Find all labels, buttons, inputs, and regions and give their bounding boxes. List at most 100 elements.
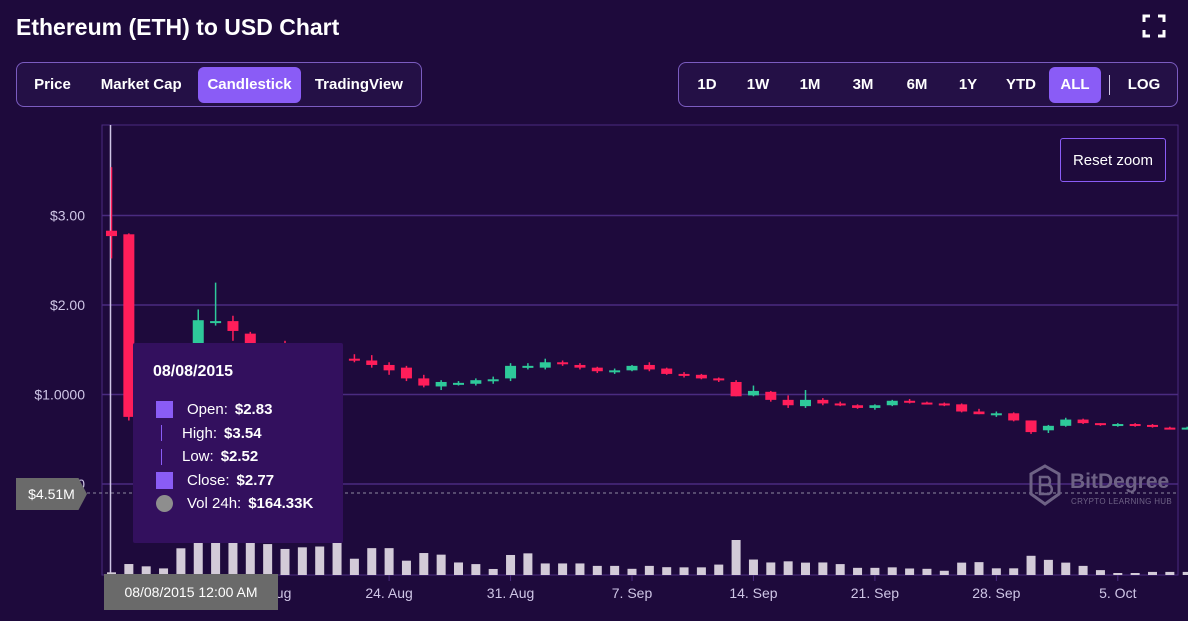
candle-body [695, 374, 707, 379]
close-marker-icon [156, 471, 173, 489]
volume-bar [280, 548, 290, 575]
tab-price[interactable]: Price [34, 76, 71, 93]
volume-bar [1061, 562, 1071, 575]
volume-bar [662, 567, 672, 575]
candle-body [990, 413, 1002, 416]
volume-bar [748, 559, 758, 575]
volume-bar [1165, 571, 1175, 575]
volume-bar [401, 560, 411, 575]
candle-body [383, 364, 395, 371]
tab-market-cap[interactable]: Market Cap [100, 76, 182, 93]
tab-candlestick[interactable]: Candlestick [198, 66, 301, 103]
range-6m[interactable]: 6M [906, 76, 928, 93]
volume-bar [905, 568, 915, 575]
volume-bar [939, 570, 949, 575]
volume-bar [193, 541, 203, 575]
candle-body [921, 402, 933, 405]
volume-bar [315, 546, 325, 575]
candle-body [973, 411, 985, 415]
crosshair-date-badge: 08/08/2015 12:00 AM [104, 574, 278, 610]
candle-body [747, 390, 759, 396]
volume-bar [696, 567, 706, 575]
range-ytd[interactable]: YTD [1006, 76, 1036, 93]
candle-body [886, 400, 898, 406]
volume-bar [1078, 565, 1088, 575]
tooltip-open-value: $2.83 [234, 401, 273, 419]
crosshair-value-badge: $4.51M [16, 478, 87, 510]
x-tick-label: 14. Sep [729, 585, 777, 601]
candle-body [834, 403, 846, 406]
volume-bar [540, 563, 550, 575]
volume-bar [419, 553, 429, 575]
candle-body [1025, 420, 1037, 433]
candle-body [765, 391, 777, 400]
candle-body [210, 321, 222, 324]
candle-body [782, 399, 794, 406]
volume-bar [922, 568, 932, 575]
fullscreen-icon[interactable] [1142, 14, 1166, 38]
candle-body [904, 400, 916, 403]
candle-body [678, 373, 690, 376]
range-all[interactable]: ALL [1049, 66, 1101, 103]
candle-body [626, 365, 638, 371]
log-toggle[interactable]: LOG [1127, 76, 1161, 93]
candle-body [817, 399, 829, 404]
range-3m[interactable]: 3M [852, 76, 874, 93]
volume-bar [488, 568, 498, 575]
volume-bar [957, 562, 967, 575]
plot-area [101, 124, 1179, 576]
volume-bar [853, 567, 863, 575]
volume-bar [471, 564, 481, 575]
volume-bar [506, 554, 516, 575]
tooltip-high-label: High: [182, 424, 218, 442]
volume-bar [1095, 570, 1105, 575]
candle-body [505, 365, 517, 379]
range-1w[interactable]: 1W [746, 76, 770, 93]
volume-bar [575, 563, 585, 575]
reset-zoom-button[interactable]: Reset zoom [1060, 138, 1166, 182]
volume-bar [245, 542, 255, 575]
candle-body [435, 381, 447, 387]
candle-body [1042, 425, 1054, 431]
candle-body [123, 234, 135, 417]
x-tick-label: 21. Sep [851, 585, 899, 601]
candle-body [400, 367, 412, 379]
tooltip-low-value: $2.52 [220, 448, 259, 466]
candle-body [348, 358, 360, 361]
tooltip-close-value: $2.77 [236, 471, 275, 489]
ohlc-tooltip: 08/08/2015 Open: $2.83 High: $3.54 Low: $2.… [133, 343, 343, 543]
volume-bar [714, 564, 724, 575]
candle-body [800, 399, 811, 407]
volume-bar [1113, 573, 1123, 575]
candle-body [522, 365, 534, 368]
range-1y[interactable]: 1Y [958, 76, 978, 93]
candle-body [1060, 419, 1072, 426]
candle-body [244, 333, 256, 346]
low-marker-icon [161, 448, 162, 465]
candle-body [609, 370, 621, 373]
tooltip-low-label: Low: [182, 448, 214, 466]
volume-bar [436, 554, 446, 575]
volume-bar [107, 572, 116, 575]
volume-bar [124, 564, 134, 575]
volume-bar [679, 567, 689, 575]
bitdegree-logo-icon [1029, 464, 1061, 506]
candle-body [956, 404, 968, 412]
volume-bar [176, 548, 186, 575]
tab-tradingview[interactable]: TradingView [314, 76, 403, 93]
tooltip-vol-label: Vol 24h: [187, 495, 242, 513]
tooltip-high-value: $3.54 [224, 424, 262, 442]
volume-bar [610, 565, 620, 575]
range-1m[interactable]: 1M [799, 76, 821, 93]
watermark-brand: BitDegree [1070, 470, 1170, 493]
volume-bar [870, 567, 880, 575]
range-1d[interactable]: 1D [697, 76, 717, 93]
watermark-tagline: CRYPTO LEARNING HUB [1071, 497, 1172, 506]
candle-body [938, 403, 950, 406]
volume-bar [766, 562, 776, 575]
candle-body [487, 379, 499, 382]
candle-body [574, 364, 586, 368]
tooltip-date: 08/08/2015 [153, 363, 234, 380]
volume-bar [1026, 555, 1036, 575]
